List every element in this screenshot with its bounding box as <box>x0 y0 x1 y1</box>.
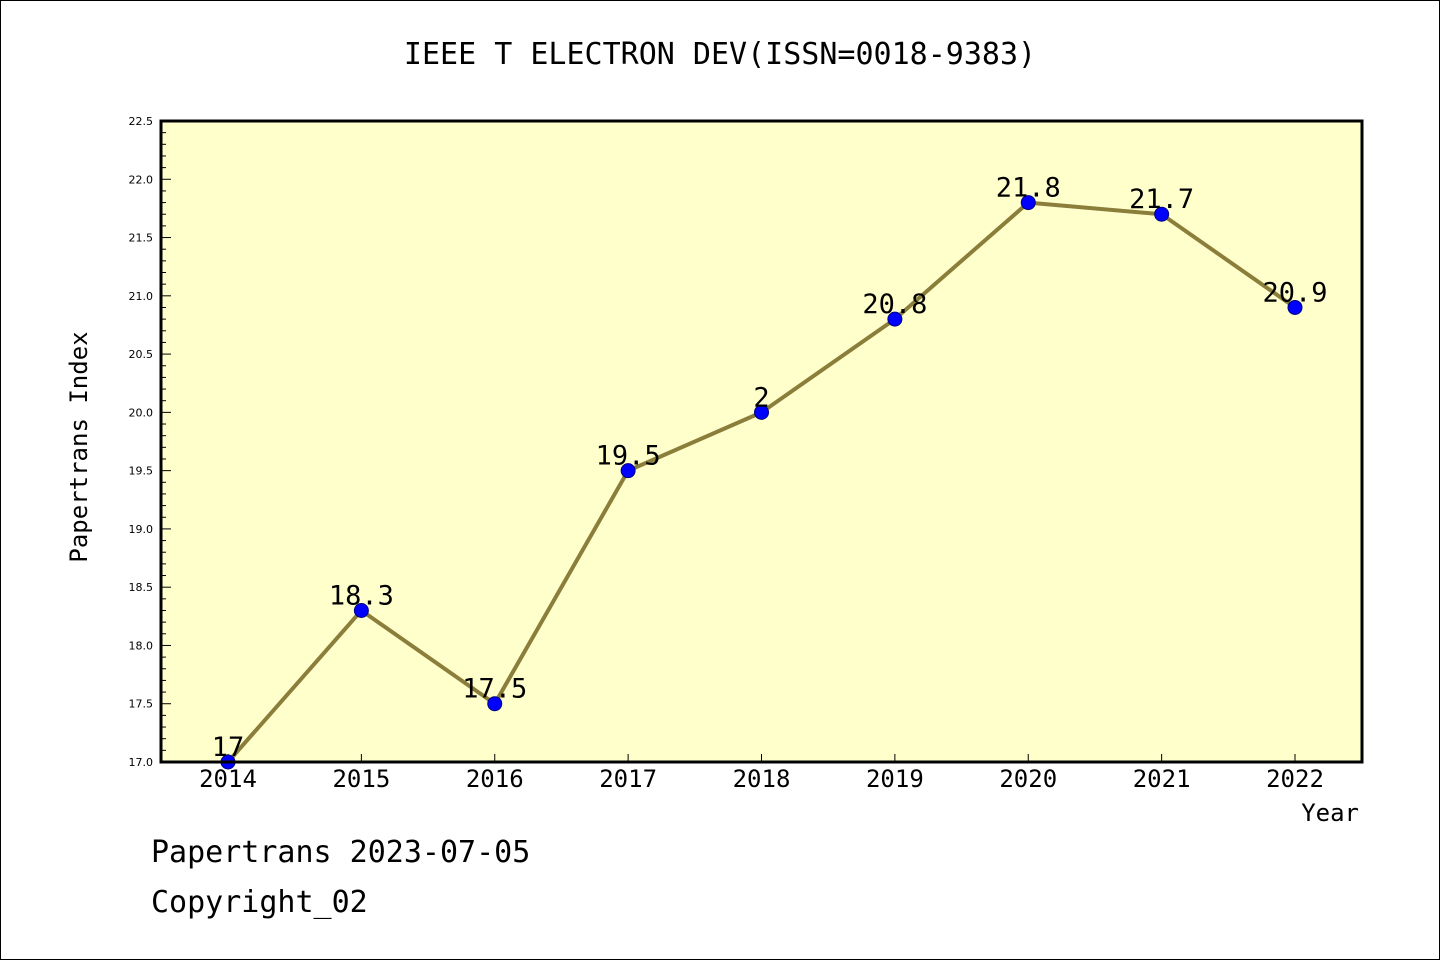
data-point <box>1287 299 1303 315</box>
plot-area <box>161 121 1362 762</box>
footer-date: Papertrans 2023-07-05 <box>151 835 531 870</box>
x-tick-label: 2021 <box>1133 765 1191 793</box>
y-tick-label: 19.0 <box>129 523 154 536</box>
x-tick-label: 2016 <box>466 765 524 793</box>
y-tick-label: 20.5 <box>129 348 154 361</box>
data-markers <box>220 195 1303 770</box>
x-tick-label: 2015 <box>332 765 390 793</box>
y-tick-label: 21.5 <box>129 232 154 245</box>
data-label: 21.7 <box>1129 184 1194 215</box>
data-label: 17 <box>212 732 245 763</box>
data-label: 20.9 <box>1262 277 1327 308</box>
data-label: 21.8 <box>996 173 1061 204</box>
data-point <box>1154 206 1170 222</box>
y-tick-label: 18.0 <box>129 639 154 652</box>
data-point <box>887 311 903 327</box>
y-tick-label: 18.5 <box>129 581 154 594</box>
data-label: 19.5 <box>596 441 661 472</box>
data-point <box>1020 195 1036 211</box>
y-axis-label: Papertrans Index <box>65 331 93 562</box>
y-tick-label: 22.0 <box>129 173 154 186</box>
plot-border <box>159 119 1364 764</box>
data-point <box>353 602 369 618</box>
y-axis: 17.0 17.5 18.0 18.5 19.0 19.5 20.0 20.5 21.0 21.5… <box>129 115 171 769</box>
footer-copyright: Copyright_02 <box>151 885 368 920</box>
x-tick-label: 2018 <box>733 765 791 793</box>
data-point <box>487 696 503 712</box>
y-tick-label: 19.5 <box>129 465 154 478</box>
y-tick-label: 21.0 <box>129 290 154 303</box>
data-point <box>754 404 769 420</box>
y-tick-label: 17.0 <box>129 756 154 769</box>
x-tick-label: 2022 <box>1266 765 1324 793</box>
data-label: 17.5 <box>462 674 527 705</box>
x-tick-label: 2020 <box>999 765 1057 793</box>
y-tick-label: 20.0 <box>129 406 154 419</box>
x-axis-label: Year <box>1301 799 1359 827</box>
y-tick-label: 17.5 <box>129 698 154 711</box>
data-label: 2 <box>753 382 769 413</box>
x-tick-label: 2019 <box>866 765 924 793</box>
x-axis: 2014 2015 2016 2017 2018 2019 2020 2021 2022 <box>199 754 1324 793</box>
x-tick-label: 2014 <box>199 765 257 793</box>
chart-title: IEEE T ELECTRON DEV(ISSN=0018-9383) <box>403 37 1037 72</box>
data-label: 18.3 <box>329 580 394 611</box>
data-point <box>620 463 636 479</box>
x-tick-label: 2017 <box>599 765 657 793</box>
data-labels: 17 18.3 17.5 19.5 2 20.8 21.8 21.7 20.9 <box>212 173 1328 763</box>
data-label: 20.8 <box>862 289 927 320</box>
y-tick-label: 22.5 <box>129 115 154 128</box>
